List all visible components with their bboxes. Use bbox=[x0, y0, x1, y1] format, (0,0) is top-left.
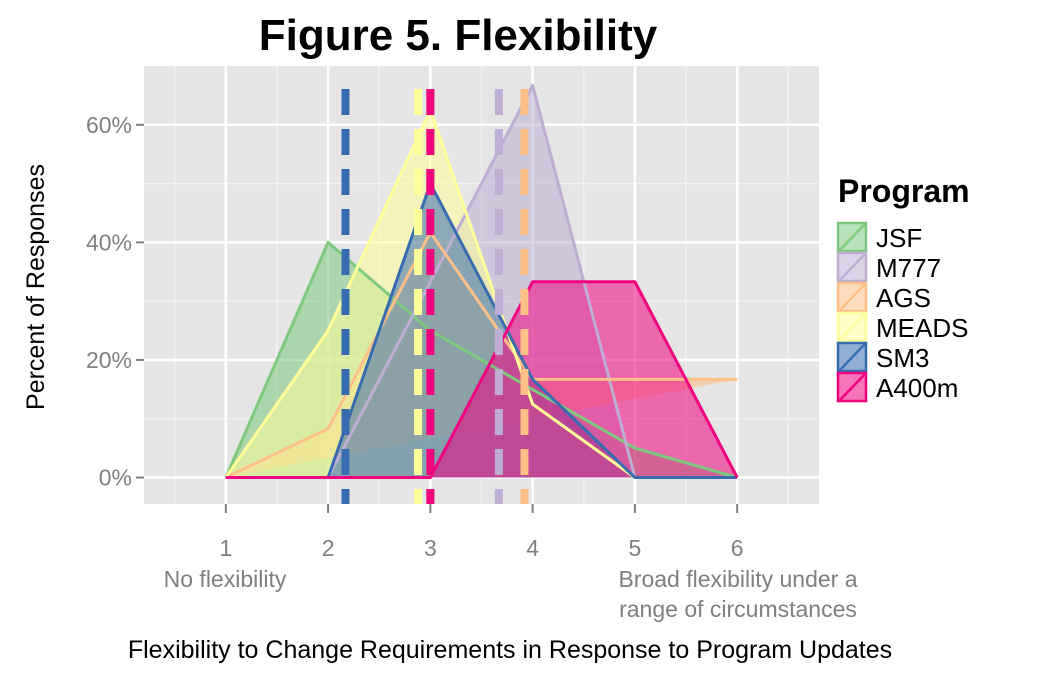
legend-swatch-line bbox=[838, 343, 866, 372]
x-end-label-high-line2: range of circumstances bbox=[619, 596, 857, 622]
legend-label: JSF bbox=[876, 223, 922, 253]
y-axis-title: Percent of Responses bbox=[22, 164, 50, 410]
x-axis-title: Flexibility to Change Requirements in Re… bbox=[128, 636, 892, 664]
y-tick-label: 0% bbox=[99, 465, 132, 491]
line-jsf bbox=[224, 240, 738, 479]
legend-title: Program bbox=[838, 173, 970, 209]
line-ags bbox=[225, 230, 738, 479]
chart-title: Figure 5. Flexibility bbox=[259, 11, 658, 60]
legend-item-meads: MEADS bbox=[836, 311, 968, 343]
x-tick-label: 6 bbox=[731, 535, 744, 561]
series-outlines bbox=[224, 83, 739, 479]
area-sm3 bbox=[225, 183, 738, 478]
y-tick-label: 40% bbox=[86, 229, 132, 255]
x-tick-label: 2 bbox=[322, 535, 335, 561]
legend-swatch-line bbox=[838, 253, 866, 282]
x-tick-label: 3 bbox=[424, 535, 437, 561]
legend-label: A400m bbox=[876, 373, 958, 403]
y-tick-label: 20% bbox=[86, 347, 132, 373]
legend-label: AGS bbox=[876, 283, 931, 313]
legend-swatch-line bbox=[838, 373, 866, 402]
x-tick-label: 5 bbox=[629, 535, 642, 561]
axis-ticks: 0% 20% 40% 60% 1 2 3 4 5 6 bbox=[86, 112, 744, 561]
legend-swatch-line bbox=[838, 313, 866, 342]
legend-item-jsf: JSF bbox=[836, 221, 922, 253]
legend-item-a400m: A400m bbox=[836, 371, 958, 403]
legend-swatch-line bbox=[838, 223, 866, 252]
legend-item-ags: AGS bbox=[836, 281, 931, 313]
y-tick-label: 60% bbox=[86, 112, 132, 138]
legend-item-sm3: SM3 bbox=[836, 341, 929, 373]
mean-lines bbox=[341, 89, 529, 504]
legend-label: M777 bbox=[876, 253, 941, 283]
x-tick-label: 1 bbox=[219, 535, 232, 561]
legend-swatch-line bbox=[838, 283, 866, 312]
x-end-label-high-line1: Broad flexibility under a bbox=[618, 566, 857, 592]
legend-label: MEADS bbox=[876, 313, 968, 343]
x-tick-label: 4 bbox=[526, 535, 539, 561]
legend-item-m777: M777 bbox=[836, 251, 941, 283]
line-a400m bbox=[225, 280, 739, 479]
legend-label: SM3 bbox=[876, 343, 929, 373]
x-end-label-low: No flexibility bbox=[164, 566, 287, 592]
